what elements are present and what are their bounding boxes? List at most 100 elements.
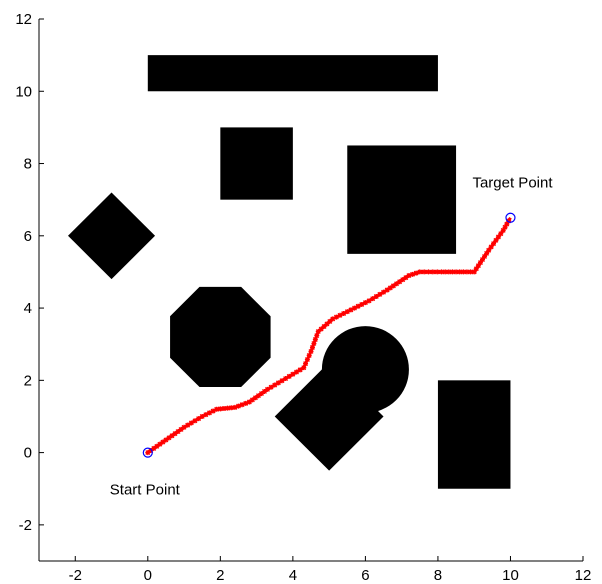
y-tick-label: 12 [15,11,32,28]
path-marker-17 [196,416,202,422]
path-marker-9 [169,433,175,439]
x-tick-label: 2 [216,567,224,584]
path-marker-89 [430,269,436,275]
obstacle-rect-4 [437,380,511,489]
path-marker-77 [387,285,393,291]
axes: -2 0 2 4 6 8 10 12 -2 0 2 4 6 8 10 12 [15,11,591,584]
path-marker-98 [464,269,470,275]
path-marker-1 [145,450,151,456]
path-marker-12 [178,426,184,432]
path-marker-99 [468,269,474,275]
path-marker-56 [315,329,321,335]
path-marker-6 [160,439,166,445]
path-marker-46 [297,367,303,373]
y-tick-label: 2 [24,372,32,389]
path-marker-112 [498,231,504,237]
path-marker-30 [243,400,249,406]
path-marker-66 [348,307,354,313]
path-marker-100 [471,269,477,275]
path-marker-59 [324,321,330,327]
path-marker-75 [381,289,387,295]
path-marker-102 [475,263,481,269]
path-marker-33 [252,395,258,401]
path-marker-78 [390,283,396,289]
start-point-label: Start Point [110,482,181,499]
path-marker-113 [500,227,506,233]
path-marker-106 [484,250,490,256]
obstacle-rect-1 [147,55,438,92]
path-marker-68 [355,303,361,309]
path-marker-72 [370,296,376,302]
path-marker-44 [290,371,296,377]
path-marker-110 [493,237,499,243]
path-marker-26 [228,405,234,411]
planned-path [145,216,512,456]
path-marker-52 [309,344,315,350]
path-marker-93 [446,269,452,275]
path-marker-107 [486,247,492,253]
path-marker-116 [506,218,512,224]
path-marker-29 [239,402,245,408]
path-marker-23 [217,406,223,412]
path-marker-51 [308,348,314,354]
path-marker-47 [301,365,307,371]
path-marker-25 [225,405,231,411]
obstacle-octagon-8 [170,286,271,388]
path-marker-96 [457,269,463,275]
path-marker-94 [449,269,455,275]
path-marker-53 [311,340,317,346]
path-marker-58 [321,323,327,329]
path-marker-37 [264,386,270,392]
path-marker-103 [477,260,483,266]
path-marker-20 [206,410,212,416]
obstacle-diamond-5 [68,192,156,280]
path-marker-81 [400,277,406,283]
path-marker-7 [163,437,169,443]
endpoints: Start Point Target Point [110,175,554,499]
path-marker-57 [318,326,324,332]
path-marker-69 [359,301,365,307]
x-tick-label: -2 [69,567,82,584]
path-marker-15 [188,420,194,426]
path-marker-3 [151,445,157,451]
path-marker-65 [344,309,350,315]
path-marker-54 [312,337,318,343]
path-marker-48 [303,361,309,367]
target-point-label: Target Point [472,175,553,192]
path-marker-91 [439,269,445,275]
path-marker-79 [393,281,399,287]
path-marker-73 [373,294,379,300]
path-marker-90 [434,269,440,275]
path-marker-62 [333,314,339,320]
path-marker-95 [453,269,459,275]
y-tick-label: -2 [19,517,32,534]
y-tick-label: 0 [24,445,32,462]
start-point-marker [142,447,153,458]
y-tick-label: 6 [24,228,32,245]
path-marker-50 [306,352,312,358]
path-marker-38 [268,384,274,390]
path-marker-104 [479,257,485,263]
path-marker-64 [341,310,347,316]
path-marker-61 [330,316,336,322]
x-tick-label: 8 [434,567,442,584]
obstacle-rect-2 [220,127,293,200]
path-marker-10 [172,431,178,437]
path-marker-85 [413,270,419,276]
path-marker-86 [417,269,423,275]
path-marker-4 [154,443,160,449]
path-marker-21 [210,408,216,414]
path-marker-70 [362,300,368,306]
path-marker-18 [199,413,205,419]
y-tick-label: 8 [24,156,32,173]
path-marker-109 [491,241,497,247]
path-marker-67 [352,305,358,311]
path-marker-60 [327,318,333,324]
path-marker-19 [203,412,209,418]
path-marker-83 [406,273,412,279]
path-marker-45 [293,369,299,375]
x-tick-label: 4 [289,567,297,584]
path-marker-40 [275,380,281,386]
path-marker-71 [366,298,372,304]
